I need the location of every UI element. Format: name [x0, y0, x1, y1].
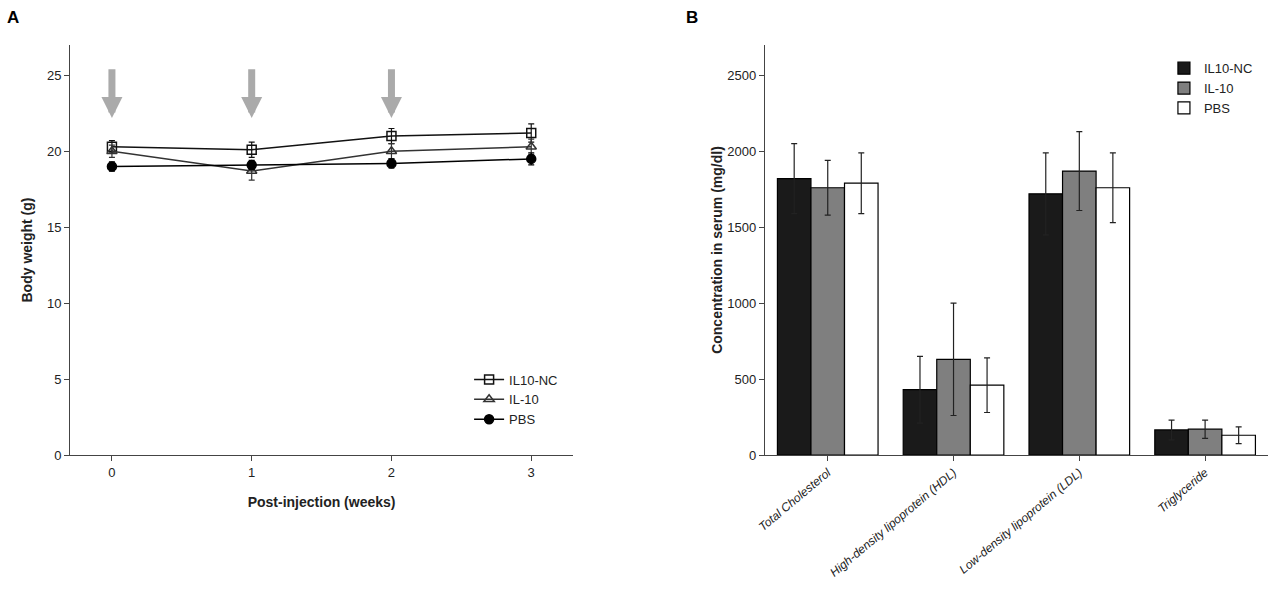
svg-text:Low-density lipoprotein (LDL): Low-density lipoprotein (LDL) [957, 466, 1086, 577]
svg-text:IL10-NC: IL10-NC [509, 373, 557, 388]
svg-text:Triglyceride: Triglyceride [1155, 465, 1211, 515]
svg-text:B: B [686, 8, 698, 27]
svg-text:Post-injection (weeks): Post-injection (weeks) [248, 494, 396, 510]
svg-text:Concentration in serum (mg/dl): Concentration in serum (mg/dl) [709, 146, 725, 354]
svg-text:1: 1 [248, 465, 255, 480]
svg-text:IL-10: IL-10 [1204, 81, 1234, 96]
svg-text:500: 500 [735, 372, 757, 387]
svg-text:PBS: PBS [509, 412, 535, 427]
svg-text:2500: 2500 [727, 68, 756, 83]
svg-text:25: 25 [47, 68, 61, 83]
svg-text:A: A [7, 8, 19, 27]
svg-text:10: 10 [47, 296, 61, 311]
svg-text:0: 0 [108, 465, 115, 480]
svg-text:High-density lipoprotein (HDL): High-density lipoprotein (HDL) [827, 466, 959, 580]
svg-text:2: 2 [388, 465, 395, 480]
svg-text:1500: 1500 [727, 220, 756, 235]
svg-text:5: 5 [54, 372, 61, 387]
svg-text:PBS: PBS [1204, 101, 1230, 116]
svg-text:2000: 2000 [727, 144, 756, 159]
svg-text:0: 0 [54, 448, 61, 463]
svg-text:20: 20 [47, 144, 61, 159]
svg-text:0: 0 [749, 448, 756, 463]
svg-text:IL-10: IL-10 [509, 392, 539, 407]
svg-text:Body weight (g): Body weight (g) [19, 198, 35, 303]
svg-text:15: 15 [47, 220, 61, 235]
svg-text:Total Cholesterol: Total Cholesterol [756, 465, 834, 534]
svg-text:1000: 1000 [727, 296, 756, 311]
svg-text:3: 3 [528, 465, 535, 480]
svg-text:IL10-NC: IL10-NC [1204, 61, 1252, 76]
